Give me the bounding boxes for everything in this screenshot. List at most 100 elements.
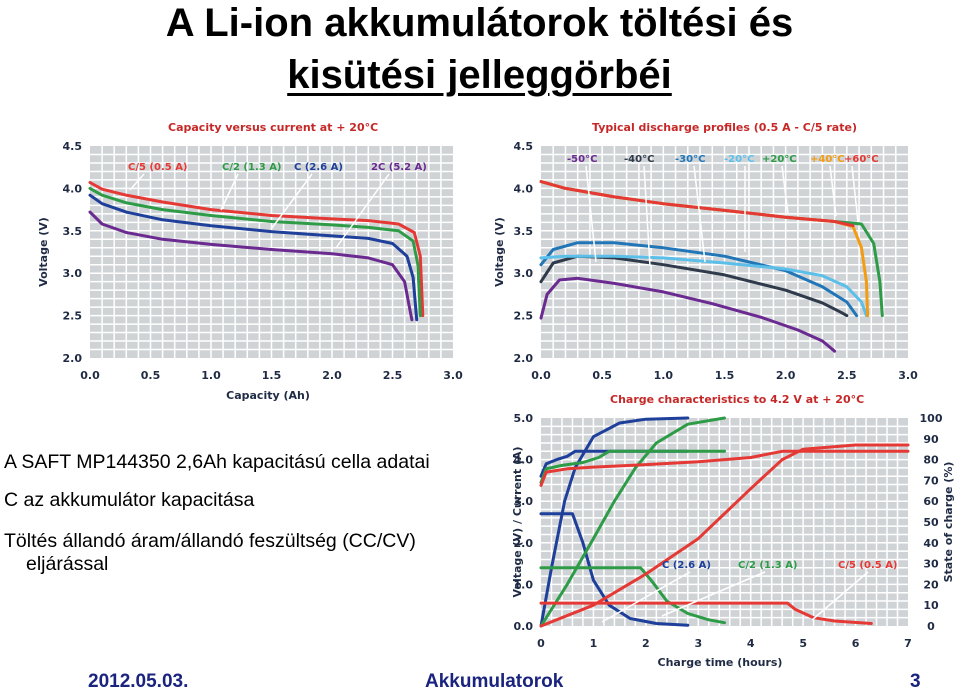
- chart1-title: Capacity versus current at + 20°C: [168, 121, 378, 134]
- chart2-legend-entry: -20°C: [724, 154, 754, 165]
- chart3-x-tick-label: 2: [642, 637, 650, 650]
- chart3-y-tick-label: 3.0: [514, 495, 534, 508]
- chart3-series-line: [539, 512, 690, 627]
- chart3-title: Charge characteristics to 4.2 V at + 20°…: [610, 393, 864, 406]
- chart3-x-tick-label: 3: [694, 637, 702, 650]
- info-charge-method-cont: eljárással: [26, 553, 109, 575]
- chart1-x-axis-label: Capacity (Ah): [226, 389, 310, 402]
- chart1-y-tick-label: 2.0: [63, 352, 83, 365]
- chart3-x-tick-label: 6: [852, 637, 860, 650]
- chart3-legend-entry: C (2.6 A): [662, 560, 711, 571]
- chart2-x-tick-label: 2.0: [776, 369, 796, 382]
- chart1-x-tick-label: 3.0: [443, 369, 463, 382]
- chart1-legend-entry: C/5 (0.5 A): [128, 162, 188, 173]
- chart3-x-axis-label: Charge time (hours): [658, 656, 783, 669]
- chart3-y-right-tick-label: 40: [923, 537, 939, 550]
- chart1-y-axis-label: Voltage (V): [37, 217, 50, 287]
- chart2-x-tick-label: 0.5: [592, 369, 612, 382]
- chart3-legend-pointer: [811, 571, 869, 621]
- chart1-legend-pointer: [220, 173, 239, 211]
- chart2-legend-pointer: [851, 165, 859, 223]
- chart1-x-tick-label: 0.5: [141, 369, 161, 382]
- chart1-series-line: [88, 181, 425, 318]
- chart3-x-tick-label: 4: [747, 637, 755, 650]
- chart2-series-line: [539, 276, 837, 353]
- chart1-legend-pointer: [335, 173, 390, 249]
- chart3-y-right-tick-label: 60: [923, 495, 939, 508]
- chart3-series-line: [539, 449, 690, 478]
- chart2-legend-entry: -50°C: [567, 154, 597, 165]
- chart3-y-tick-label: 0.0: [514, 620, 534, 633]
- chart3-y-right-axis-label: State of charge (%): [942, 462, 955, 583]
- chart2-title: Typical discharge profiles (0.5 A - C/5 …: [592, 121, 857, 134]
- chart3-y-tick-label: 2.0: [514, 537, 534, 550]
- chart3-series-line: [539, 566, 726, 625]
- chart2-legend-entry: +40°C: [810, 154, 845, 165]
- chart3-x-tick-label: 1: [590, 637, 598, 650]
- chart3-y-right-tick-label: 90: [923, 433, 939, 446]
- chart2-legend-pointer: [781, 165, 789, 215]
- chart3-y-right-tick-label: 50: [923, 516, 939, 529]
- chart2-legend-pointer: [585, 165, 597, 263]
- chart3-legend-pointer: [601, 571, 691, 623]
- chart3-y-right-tick-label: 70: [923, 474, 939, 487]
- chart2-x-tick-label: 1.0: [654, 369, 674, 382]
- chart2-y-axis-label: Voltage (V): [493, 217, 506, 287]
- chart1-legend-pointer: [271, 173, 313, 229]
- chart3-y-right-tick-label: 0: [927, 620, 935, 633]
- chart1-series-line: [88, 186, 422, 318]
- chart2-y-tick-label: 2.0: [514, 352, 534, 365]
- chart3-series-line: [539, 443, 910, 628]
- chart2-x-tick-label: 0.0: [531, 369, 551, 382]
- chart3-series-line: [539, 416, 726, 628]
- chart3-y-axis-label: Voltage (V) / Current (A): [511, 446, 524, 597]
- chart3-x-tick-label: 7: [904, 637, 912, 650]
- chart2-x-tick-label: 2.5: [837, 369, 857, 382]
- chart2-legend-pointer: [693, 165, 706, 263]
- chart1-series-line: [88, 210, 414, 322]
- chart2-y-tick-label: 3.5: [514, 225, 534, 238]
- chart3-y-tick-label: 1.0: [514, 578, 534, 591]
- chart3-series-line: [539, 416, 690, 628]
- chart2-y-tick-label: 4.5: [514, 140, 534, 153]
- chart1-legend-entry: C/2 (1.3 A): [222, 162, 282, 173]
- footer-date: 2012.05.03.: [88, 671, 189, 692]
- chart1-legend-entry: C (2.6 A): [294, 162, 343, 173]
- chart2-legend-pointer: [643, 165, 651, 267]
- chart3-legend-entry: C/5 (0.5 A): [838, 560, 898, 571]
- chart3-y-right-tick-label: 100: [920, 412, 943, 425]
- chart1-x-tick-label: 2.5: [383, 369, 403, 382]
- chart2-x-tick-label: 1.5: [715, 369, 735, 382]
- chart3-y-right-tick-label: 20: [923, 578, 939, 591]
- chart2-legend-entry: -40°C: [624, 154, 654, 165]
- chart3-y-tick-label: 5.0: [514, 412, 534, 425]
- chart1-y-tick-label: 4.0: [63, 182, 83, 195]
- chart2-legend-pointer: [829, 165, 837, 217]
- info-capacity-definition: C az akkumulátor kapacitása: [4, 489, 255, 511]
- chart2-y-tick-label: 2.5: [514, 310, 534, 323]
- chart3-y-right-tick-label: 80: [923, 454, 939, 467]
- chart2-series-line: [539, 241, 859, 318]
- chart2-y-tick-label: 4.0: [514, 182, 534, 195]
- chart2-x-tick-label: 3.0: [898, 369, 918, 382]
- slide-title-line1: A Li-ion akkumulátorok töltési és: [165, 1, 794, 45]
- chart3-x-tick-label: 0: [537, 637, 545, 650]
- chart1-y-tick-label: 3.0: [63, 267, 83, 280]
- chart2-legend-entry: +20°C: [762, 154, 797, 165]
- chart2-legend-entry: +60°C: [844, 154, 879, 165]
- chart1-y-tick-label: 2.5: [63, 310, 83, 323]
- chart3-series-line: [539, 449, 910, 487]
- chart2-series-line: [539, 254, 868, 318]
- chart2-y-tick-label: 3.0: [514, 267, 534, 280]
- chart3-series-line: [539, 601, 873, 625]
- info-charge-method: Töltés állandó áram/állandó feszültség (…: [4, 530, 416, 552]
- chart2-legend-entry: -30°C: [675, 154, 705, 165]
- chart3-legend-pointer: [661, 571, 766, 617]
- chart3-legend-entry: C/2 (1.3 A): [738, 560, 798, 571]
- chart1-series-line: [88, 193, 419, 322]
- chart2-series-line: [539, 254, 849, 318]
- chart2-series-line: [539, 180, 855, 228]
- chart1-legend-pointer: [129, 173, 145, 191]
- chart3-series-line: [539, 449, 726, 484]
